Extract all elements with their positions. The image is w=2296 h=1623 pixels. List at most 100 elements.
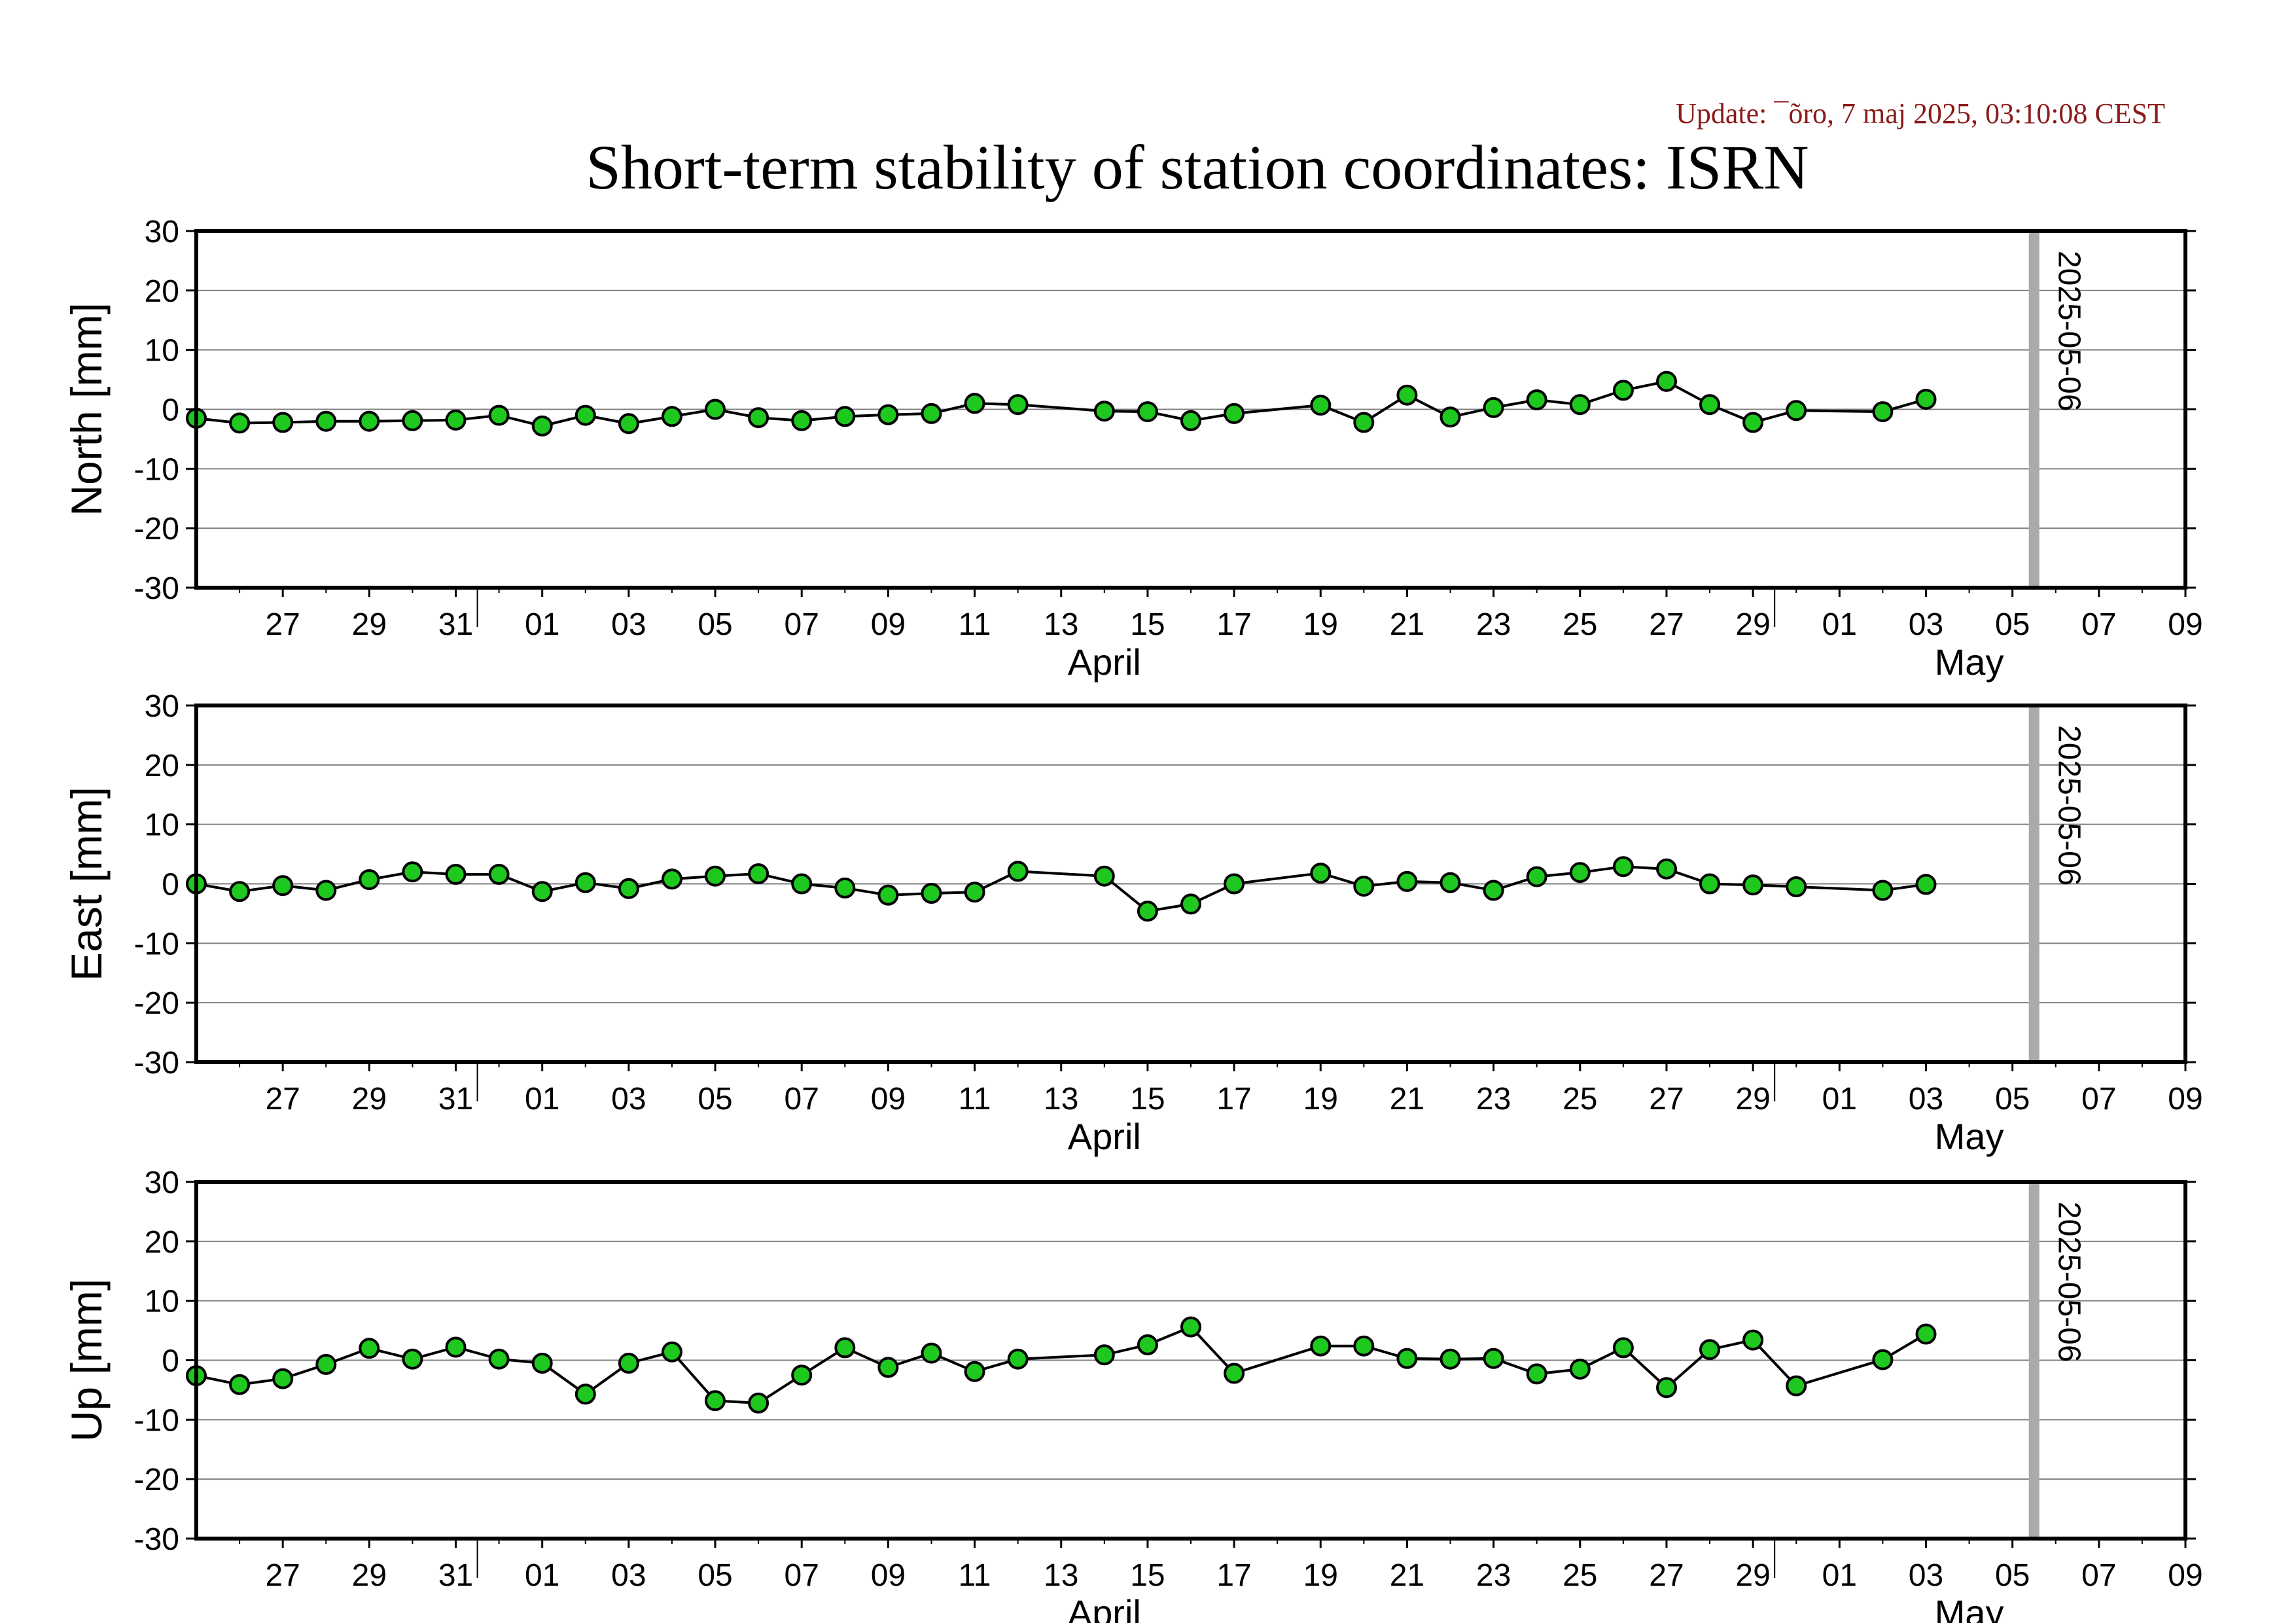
data-point xyxy=(662,868,682,890)
data-point xyxy=(705,1390,726,1412)
x-tick-label: 19 xyxy=(1303,1558,1338,1593)
data-point xyxy=(921,1342,942,1364)
data-point xyxy=(574,1383,596,1405)
x-tick-label: 01 xyxy=(525,1082,559,1116)
data-point xyxy=(618,413,639,435)
data-point xyxy=(1483,397,1504,418)
y-tick-label: 20 xyxy=(145,749,179,783)
x-tick-label: 07 xyxy=(2081,1558,2116,1593)
data-point xyxy=(748,1392,769,1414)
data-point xyxy=(834,877,856,899)
data-point xyxy=(1224,1363,1245,1384)
data-point xyxy=(402,861,423,883)
y-axis-label: North [mm] xyxy=(62,302,111,516)
data-point xyxy=(791,1364,813,1386)
x-tick-label: 07 xyxy=(785,607,819,642)
x-tick-label: 07 xyxy=(2081,607,2116,642)
x-tick-label: 03 xyxy=(1909,1558,1943,1593)
data-point xyxy=(705,865,726,887)
x-tick-label: 27 xyxy=(1649,607,1684,642)
y-axis-label: East [mm] xyxy=(62,787,111,981)
data-point xyxy=(402,1348,423,1370)
x-tick-label: 21 xyxy=(1390,1558,1424,1593)
data-point xyxy=(791,873,813,895)
y-tick-label: 30 xyxy=(145,1166,179,1200)
data-point xyxy=(618,878,639,899)
data-point xyxy=(574,404,596,426)
data-point xyxy=(1093,401,1115,422)
month-label: May xyxy=(1935,1116,2004,1157)
data-point xyxy=(1310,395,1332,416)
y-tick-label: -10 xyxy=(134,927,179,961)
data-point xyxy=(1656,858,1677,880)
date-marker-label: 2025-05-06 xyxy=(2052,1202,2087,1363)
y-tick-label: -30 xyxy=(134,1046,179,1080)
plot-frame xyxy=(194,704,2187,1064)
data-point xyxy=(531,1353,553,1374)
data-point xyxy=(964,882,985,903)
data-point xyxy=(1526,866,1547,887)
y-tick-label: 20 xyxy=(145,1225,179,1260)
x-tick-label: 27 xyxy=(265,1082,300,1116)
data-point xyxy=(834,1337,856,1359)
x-tick-label: 09 xyxy=(871,607,906,642)
update-timestamp: Update: ¯õro, 7 maj 2025, 03:10:08 CEST xyxy=(1676,98,2165,130)
data-point xyxy=(1742,412,1764,433)
x-tick-label: 17 xyxy=(1216,1082,1251,1116)
x-tick-label: 09 xyxy=(2168,1558,2202,1593)
x-tick-label: 03 xyxy=(611,607,646,642)
month-label: May xyxy=(1935,641,2004,683)
data-point xyxy=(705,399,726,420)
data-point xyxy=(921,883,942,904)
data-point xyxy=(1224,873,1245,895)
data-point xyxy=(1699,394,1720,416)
data-point xyxy=(1742,874,1764,896)
data-point xyxy=(662,406,682,427)
data-point xyxy=(1180,1316,1201,1338)
x-tick-label: 29 xyxy=(352,1082,387,1116)
data-point xyxy=(1007,861,1029,882)
month-label: April xyxy=(1068,641,1141,683)
data-point xyxy=(1483,1347,1504,1369)
x-tick-label: 15 xyxy=(1130,607,1165,642)
data-point xyxy=(1656,1377,1677,1399)
x-tick-label: 07 xyxy=(785,1082,819,1116)
data-point xyxy=(315,410,337,432)
y-tick-label: 0 xyxy=(162,1344,179,1379)
data-point xyxy=(359,1338,380,1359)
x-tick-label: 17 xyxy=(1216,1558,1251,1593)
y-tick-label: 10 xyxy=(145,1285,179,1319)
x-tick-label: 05 xyxy=(1995,607,2030,642)
x-tick-label: 29 xyxy=(1735,1082,1770,1116)
x-tick-label: 03 xyxy=(611,1558,646,1593)
y-tick-label: -30 xyxy=(134,571,179,606)
data-point xyxy=(1612,1337,1634,1359)
x-tick-label: 11 xyxy=(959,1558,991,1593)
data-point xyxy=(359,869,380,891)
date-marker-label: 2025-05-06 xyxy=(2052,251,2087,412)
data-point xyxy=(1569,862,1591,883)
x-tick-label: 05 xyxy=(698,1082,732,1116)
data-point xyxy=(791,410,813,431)
data-point xyxy=(272,412,294,433)
data-point xyxy=(1396,1347,1418,1369)
data-point xyxy=(315,1353,337,1375)
x-tick-label: 01 xyxy=(525,607,559,642)
data-point xyxy=(1612,856,1634,878)
data-point xyxy=(1699,1339,1720,1361)
x-tick-label: 31 xyxy=(438,1082,473,1116)
data-point xyxy=(1786,1375,1807,1397)
data-point xyxy=(1872,1349,1894,1370)
y-tick-label: -30 xyxy=(134,1522,179,1557)
data-point xyxy=(1396,870,1418,892)
data-point xyxy=(574,872,596,893)
data-point xyxy=(1007,1348,1029,1370)
x-tick-label: 29 xyxy=(352,1558,387,1593)
x-tick-label: 23 xyxy=(1476,1558,1511,1593)
x-tick-label: 01 xyxy=(1822,607,1857,642)
data-point xyxy=(1180,410,1201,431)
data-point xyxy=(315,880,337,901)
y-tick-label: -10 xyxy=(134,1403,179,1438)
